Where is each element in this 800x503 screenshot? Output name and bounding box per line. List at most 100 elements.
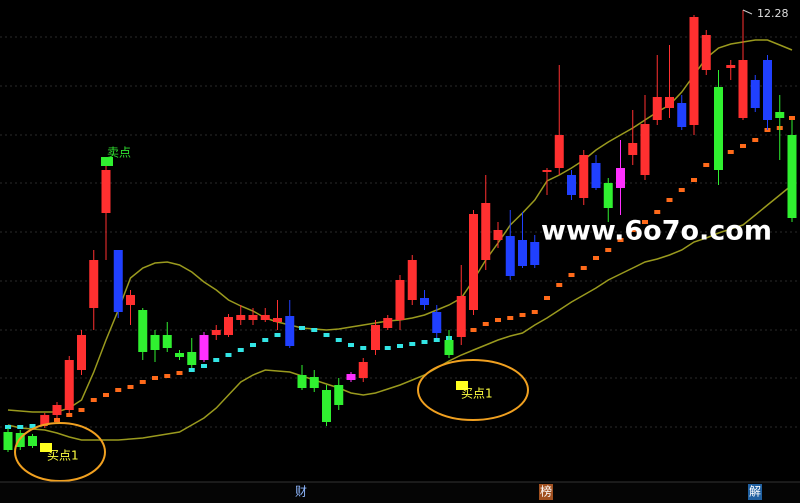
signal-dot: [188, 368, 195, 372]
signal-dot: [274, 333, 281, 337]
signal-dot: [78, 408, 85, 412]
signal-dot: [482, 322, 489, 326]
candle-body: [175, 353, 184, 357]
candle-body: [346, 374, 356, 380]
candle-body: [444, 340, 454, 355]
signal-dot: [90, 398, 97, 402]
candle-body: [199, 335, 209, 360]
signal-dot: [335, 338, 342, 342]
candle-body: [260, 315, 270, 320]
sell-marker: [101, 157, 113, 166]
signal-dot: [544, 296, 550, 300]
signal-dot: [384, 346, 391, 350]
signal-dot: [397, 344, 403, 348]
candle-body: [591, 163, 601, 188]
candle-body: [211, 330, 221, 335]
buy-circle: [14, 422, 106, 482]
signal-dot: [17, 425, 24, 429]
signal-dot: [115, 388, 122, 392]
signal-dot: [176, 371, 183, 375]
signal-dot: [654, 210, 661, 214]
candle-body: [138, 310, 148, 352]
candle-body: [493, 230, 503, 240]
candle-body: [285, 316, 295, 346]
candle-body: [358, 362, 368, 378]
band-line: [7, 184, 793, 441]
candle-body: [665, 97, 674, 108]
candle-body: [113, 250, 123, 312]
signal-dot: [593, 256, 599, 260]
signal-dot: [139, 380, 146, 384]
candle-body: [738, 60, 748, 118]
buy-label: 买点1: [47, 449, 79, 463]
candle-body: [3, 432, 13, 450]
candle-body: [64, 360, 74, 410]
candle-body: [456, 296, 466, 337]
candle-body: [420, 298, 429, 305]
candle-body: [15, 433, 25, 447]
buy-circle: [417, 359, 529, 421]
signal-dot: [127, 385, 134, 389]
candle-body: [763, 60, 772, 120]
signal-dot: [225, 353, 232, 357]
signal-dot: [617, 238, 624, 242]
candle-body: [775, 112, 785, 118]
candle-body: [677, 103, 687, 127]
bottom-tab[interactable]: 解: [749, 485, 761, 499]
signal-dot: [5, 425, 11, 429]
tab-box: [748, 484, 762, 500]
tab-box: [539, 484, 553, 500]
bottom-bar: [0, 482, 800, 503]
signal-dot: [103, 393, 109, 397]
candle-body: [628, 143, 638, 155]
candle-body: [162, 335, 172, 348]
candle-body: [505, 236, 515, 276]
signal-dot: [495, 318, 501, 322]
signal-dot: [348, 343, 354, 347]
candle-body: [567, 175, 576, 195]
signal-dot: [740, 144, 746, 148]
signal-dot: [54, 418, 60, 422]
candle-body: [334, 385, 344, 405]
buy-marker: [40, 443, 52, 452]
high-pointer: [742, 9, 753, 15]
candle-body: [481, 203, 491, 260]
candle-body: [469, 214, 478, 310]
signal-dot: [29, 424, 36, 428]
candle-body: [640, 124, 650, 175]
candle-body: [616, 168, 625, 188]
signal-dot: [507, 316, 514, 320]
candle-body: [126, 295, 135, 305]
watermark: www.6o7o.com: [541, 216, 772, 247]
candle-body: [77, 335, 86, 370]
signal-dot: [629, 228, 636, 232]
signal-dot: [152, 376, 158, 380]
candle-body: [726, 65, 736, 68]
signal-dot: [213, 358, 220, 362]
signal-dot: [250, 343, 256, 347]
bottom-tab[interactable]: 榜: [540, 484, 552, 499]
signal-dot: [164, 374, 171, 378]
candle-body: [518, 240, 527, 266]
signal-dot: [409, 342, 416, 346]
signal-dot: [789, 116, 795, 120]
signal-dot: [556, 283, 563, 287]
candle-body: [787, 135, 797, 218]
candle-body: [395, 280, 405, 320]
candle-body: [542, 170, 552, 172]
signal-dot: [568, 273, 575, 277]
signal-dot: [470, 328, 477, 332]
candle-body: [322, 390, 331, 422]
high-label: 12.28: [757, 7, 789, 20]
signal-dot: [666, 198, 673, 202]
candle-body: [309, 377, 319, 388]
bottom-tab[interactable]: 财: [295, 485, 307, 499]
signal-dot: [201, 364, 207, 368]
buy-label: 买点1: [461, 387, 493, 401]
signal-dot: [262, 338, 269, 342]
signal-dot: [691, 178, 697, 182]
candle-body: [383, 318, 393, 328]
candle-body: [40, 415, 50, 425]
